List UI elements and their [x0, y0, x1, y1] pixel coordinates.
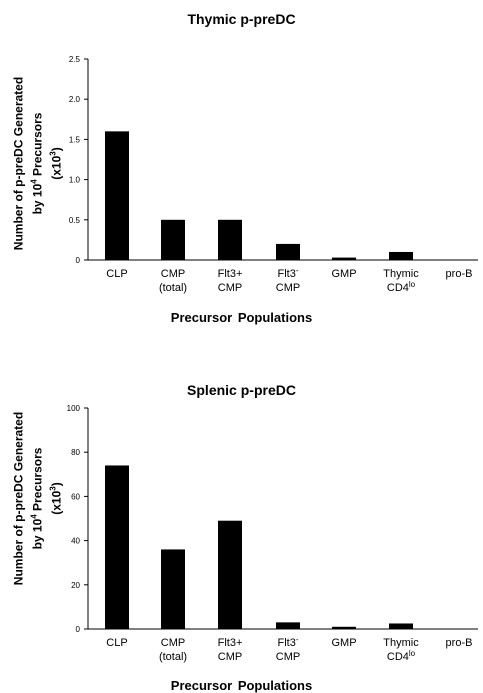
x-tick-label: pro-B [446, 637, 473, 649]
y-tick-label: 80 [71, 448, 80, 457]
y-tick-label: 20 [71, 581, 80, 590]
bar [276, 243, 300, 260]
x-axis-label: Precursor Populations [170, 678, 313, 693]
x-tick-label: Flt3- [277, 266, 298, 280]
y-tick-label: 2.0 [69, 95, 81, 104]
bar [389, 623, 413, 629]
y-tick-label: 0.5 [69, 216, 81, 225]
bar [218, 520, 242, 629]
x-tick-label: CD4lo [387, 280, 416, 294]
bar [276, 622, 300, 629]
x-tick-label: CMP [276, 282, 300, 294]
x-tick-label: pro-B [446, 268, 473, 280]
x-tick-label: CMP [218, 282, 242, 294]
y-tick-label: 0 [76, 256, 81, 265]
chart-thymic: Thymic p-preDC Number of p-preDC Generat… [0, 0, 483, 346]
x-tick-label: GMP [331, 637, 356, 649]
x-tick-label: Flt3- [277, 635, 298, 649]
chart-plot-splenic: 0 20 40 60 80 100 CLP CMP (total) Flt3+ CMP Flt3- CM… [67, 404, 478, 663]
bar [332, 626, 356, 629]
chart-splenic: Splenic p-preDC Number of p-preDC Genera… [0, 346, 483, 693]
x-tick-label: (total) [159, 651, 187, 663]
chart-title: Splenic p-preDC [187, 382, 296, 398]
chart-title: Thymic p-preDC [187, 11, 296, 27]
x-tick-label: CLP [106, 268, 127, 280]
y-tick-label: 0 [76, 625, 81, 634]
x-tick-label: Flt3+ [218, 268, 243, 280]
bar [105, 465, 129, 629]
x-tick-label: CD4lo [387, 649, 416, 663]
x-tick-label: CMP [218, 651, 242, 663]
x-tick-label: Flt3+ [218, 637, 243, 649]
x-tick-label: CMP [276, 651, 300, 663]
y-tick-label: 100 [67, 404, 81, 413]
x-tick-label: GMP [331, 268, 356, 280]
y-tick-label: 1.0 [69, 176, 81, 185]
x-tick-label: Thymic [383, 268, 419, 280]
bar [105, 131, 129, 260]
bar [389, 251, 413, 260]
x-tick-label: (total) [159, 282, 187, 294]
x-axis-label: Precursor Populations [170, 310, 313, 325]
bar [218, 219, 242, 260]
x-tick-label: Thymic [383, 637, 419, 649]
x-tick-label: CLP [106, 637, 127, 649]
bar [161, 219, 185, 260]
y-tick-label: 40 [71, 537, 80, 546]
y-tick-label: 60 [71, 492, 80, 501]
bar [161, 549, 185, 629]
bar [332, 257, 356, 260]
x-tick-label: CMP [161, 268, 185, 280]
y-tick-label: 2.5 [69, 55, 81, 64]
chart-plot-thymic: 0 0.5 1.0 1.5 2.0 2.5 CLP CMP (total) Flt3+ CMP Flt… [69, 55, 478, 294]
x-tick-label: CMP [161, 637, 185, 649]
y-tick-label: 1.5 [69, 135, 81, 144]
